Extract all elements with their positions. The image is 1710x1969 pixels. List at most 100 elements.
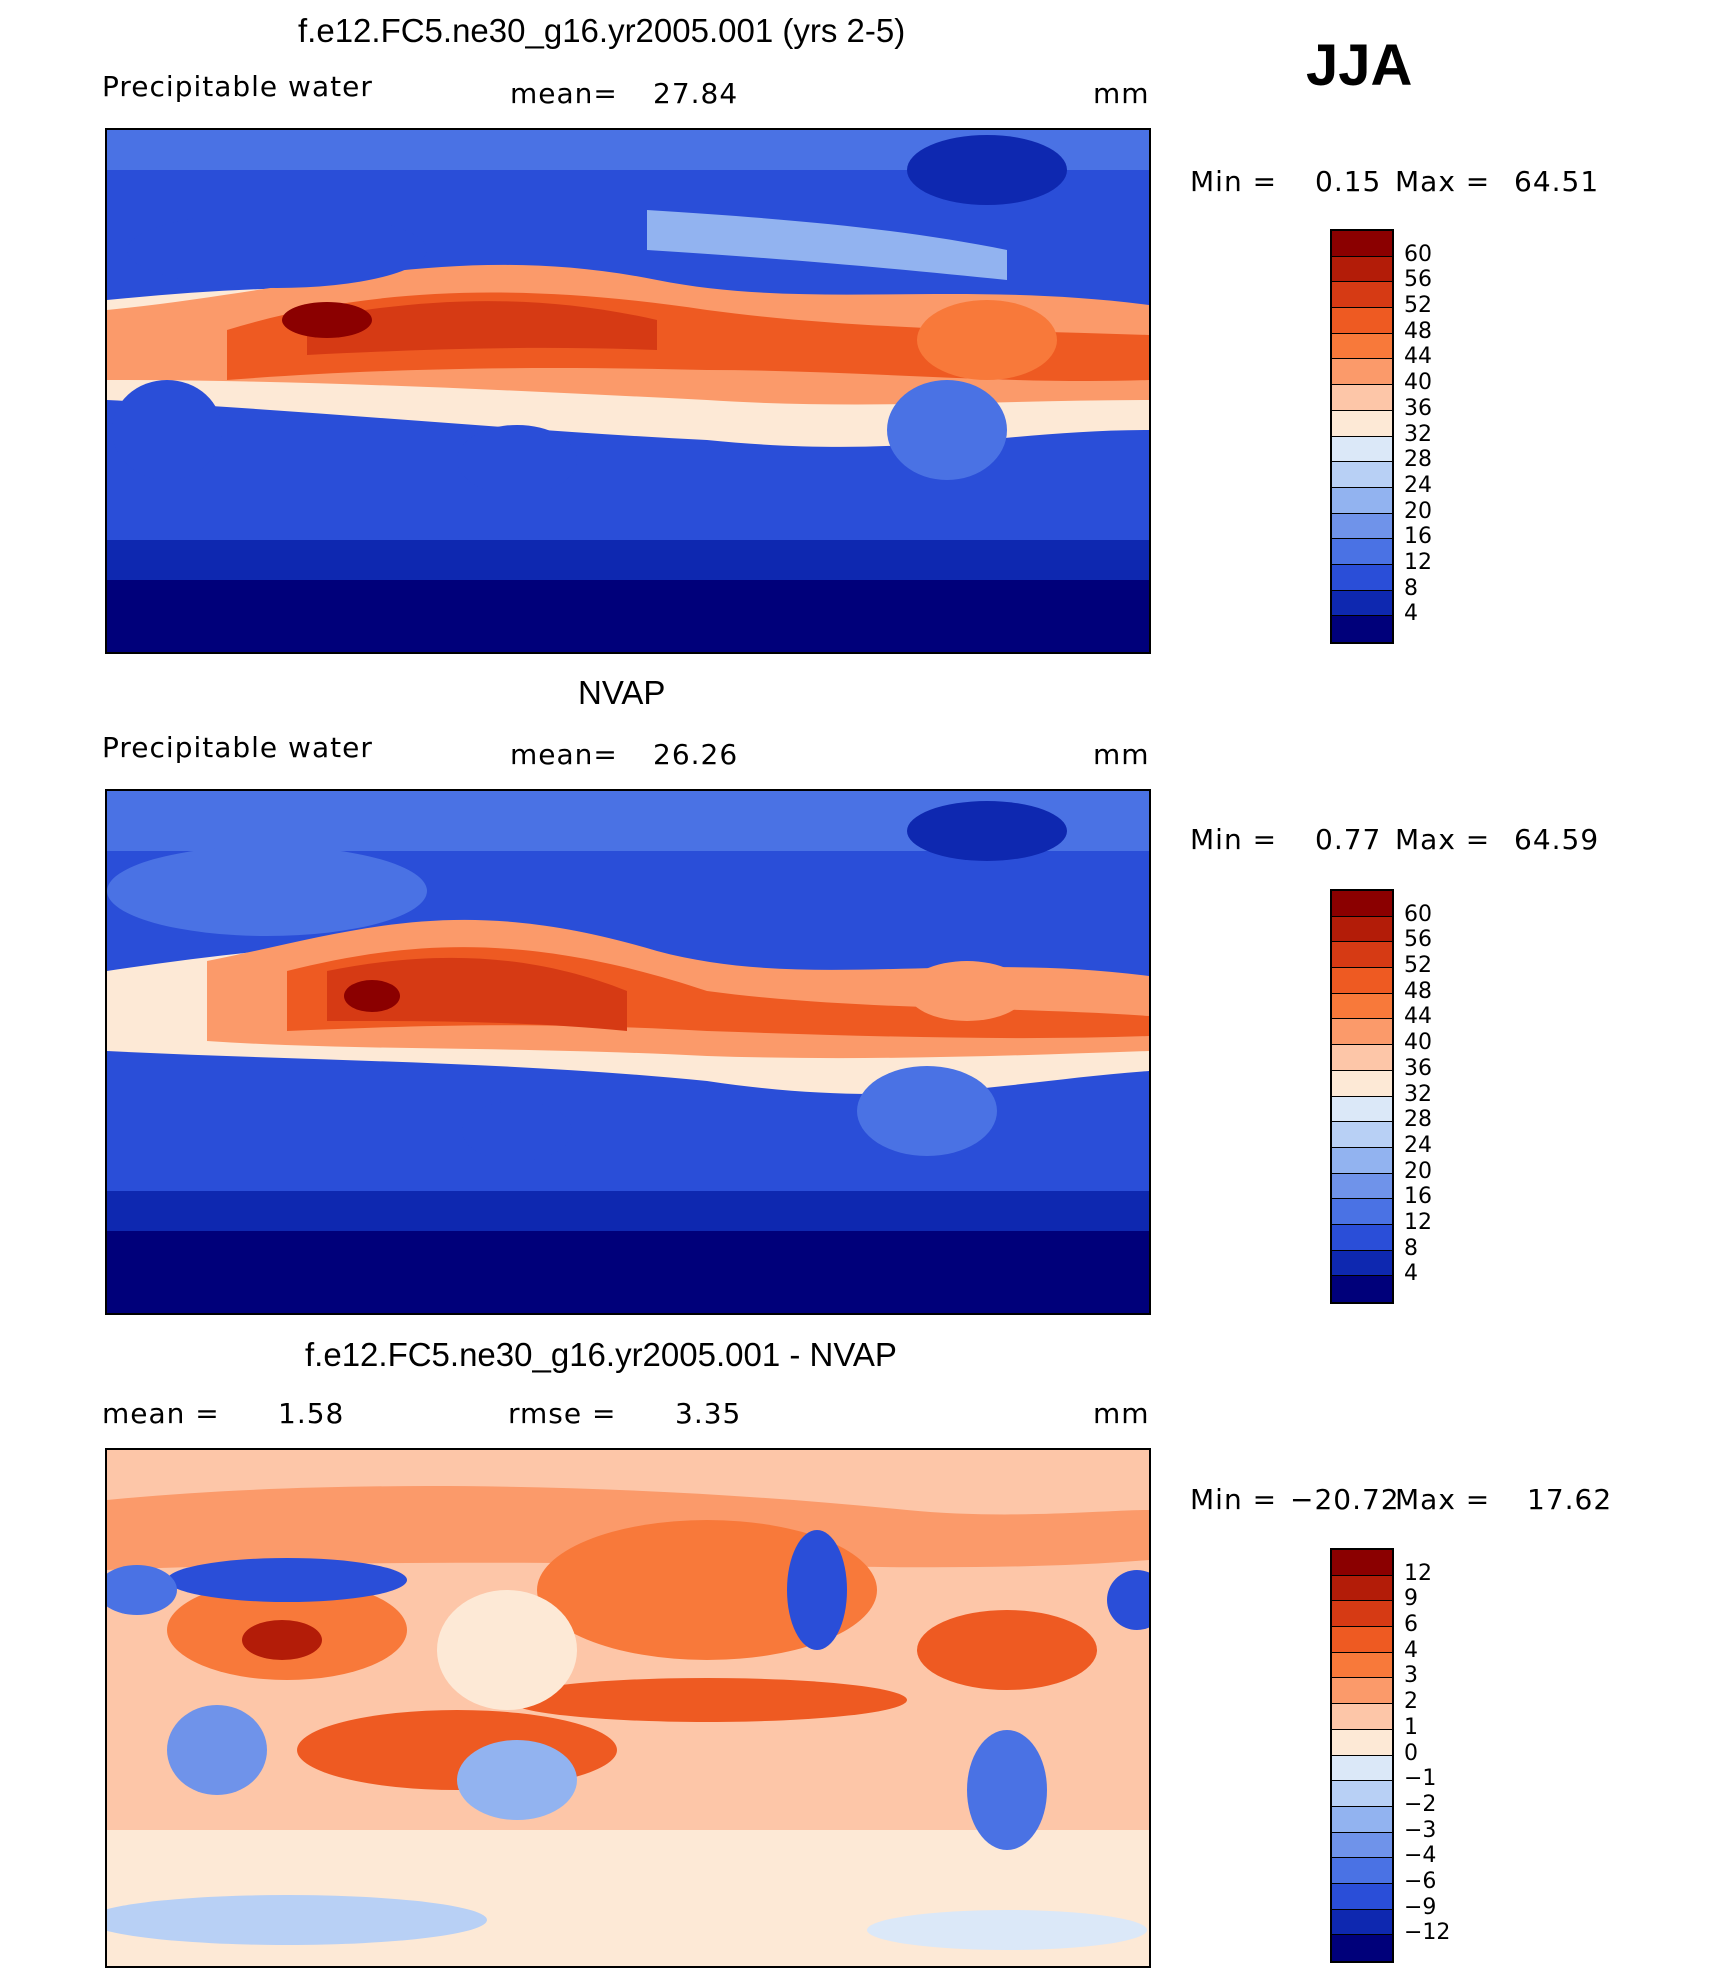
colorbar-swatch: [1332, 564, 1392, 591]
colorbar-swatch: [1332, 1729, 1392, 1756]
colorbar-tick-label: −6: [1404, 1868, 1437, 1894]
panel1-map: [105, 128, 1151, 654]
colorbar-swatch: [1332, 513, 1392, 540]
colorbar-tick-label: 24: [1404, 1132, 1432, 1158]
colorbar-tick-label: 52: [1404, 293, 1432, 319]
panel3-title: f.e12.FC5.ne30_g16.yr2005.001 - NVAP: [305, 1336, 897, 1373]
colorbar-tick-label: 8: [1404, 575, 1418, 601]
panel3-colorbar: [1330, 1548, 1394, 1963]
colorbar-tick-label: 52: [1404, 953, 1432, 979]
colorbar-tick-label: 44: [1404, 1004, 1432, 1030]
colorbar-swatch: [1332, 993, 1392, 1020]
panel2-title: NVAP: [578, 674, 666, 711]
panel2-colorbar: [1330, 889, 1394, 1304]
colorbar-swatch: [1332, 942, 1392, 969]
panel3-mean-value: 1.58: [278, 1397, 345, 1430]
panel2-mean-label: mean=: [510, 738, 618, 771]
panel1-max-value: 64.51: [1514, 165, 1600, 198]
colorbar-swatch: [1332, 282, 1392, 309]
panel3-rmse-label: rmse =: [508, 1397, 617, 1430]
colorbar-tick-label: 16: [1404, 1184, 1432, 1210]
colorbar-tick-label: 44: [1404, 344, 1432, 370]
colorbar-swatch: [1332, 1678, 1392, 1705]
colorbar-tick-label: 8: [1404, 1235, 1418, 1261]
colorbar-swatch: [1332, 359, 1392, 386]
colorbar-swatch: [1332, 1935, 1392, 1961]
panel2-variable: Precipitable water: [102, 731, 373, 764]
colorbar-tick-label: 24: [1404, 472, 1432, 498]
panel3-units: mm: [1093, 1397, 1150, 1430]
colorbar-swatch: [1332, 891, 1392, 917]
colorbar-tick-label: −12: [1404, 1920, 1451, 1946]
colorbar-swatch: [1332, 916, 1392, 943]
colorbar-tick-label: 9: [1404, 1586, 1418, 1612]
colorbar-swatch: [1332, 1070, 1392, 1097]
colorbar-swatch: [1332, 616, 1392, 642]
colorbar-swatch: [1332, 968, 1392, 994]
colorbar-swatch: [1332, 308, 1392, 334]
colorbar-swatch: [1332, 1122, 1392, 1148]
panel1-variable: Precipitable water: [102, 70, 373, 103]
colorbar-swatch: [1332, 1019, 1392, 1046]
panel3-max-label: Max =: [1395, 1483, 1491, 1516]
colorbar-tick-label: 12: [1404, 549, 1432, 575]
colorbar-tick-label: 12: [1404, 1209, 1432, 1235]
colorbar-swatch: [1332, 1627, 1392, 1653]
panel3-field: [107, 1450, 1149, 1966]
colorbar-tick-label: 28: [1404, 447, 1432, 473]
panel3-mean-label: mean =: [102, 1397, 220, 1430]
colorbar-swatch: [1332, 590, 1392, 617]
colorbar-swatch: [1332, 1147, 1392, 1174]
colorbar-swatch: [1332, 1199, 1392, 1225]
colorbar-tick-label: 60: [1404, 901, 1432, 927]
panel2-map: [105, 789, 1151, 1315]
colorbar-swatch: [1332, 1250, 1392, 1277]
panel1-min-value: 0.15: [1315, 165, 1382, 198]
colorbar-tick-label: 48: [1404, 318, 1432, 344]
panel1-max-label: Max =: [1395, 165, 1491, 198]
panel1-colorbar: [1330, 229, 1394, 644]
colorbar-tick-label: 28: [1404, 1107, 1432, 1133]
panel2-mean-value: 26.26: [653, 738, 739, 771]
panel2-max-value: 64.59: [1514, 823, 1600, 856]
panel1-min-label: Min =: [1190, 165, 1278, 198]
colorbar-swatch: [1332, 256, 1392, 283]
colorbar-tick-label: 4: [1404, 601, 1418, 627]
colorbar-tick-label: 36: [1404, 395, 1432, 421]
colorbar-tick-label: 32: [1404, 421, 1432, 447]
colorbar-tick-label: 0: [1404, 1740, 1418, 1766]
colorbar-swatch: [1332, 231, 1392, 257]
colorbar-tick-label: 12: [1404, 1560, 1432, 1586]
panel2-max-label: Max =: [1395, 823, 1491, 856]
colorbar-tick-label: 40: [1404, 370, 1432, 396]
colorbar-swatch: [1332, 1806, 1392, 1833]
colorbar-swatch: [1332, 1909, 1392, 1936]
panel2-units: mm: [1093, 738, 1150, 771]
colorbar-swatch: [1332, 436, 1392, 463]
panel2-min-value: 0.77: [1315, 823, 1382, 856]
colorbar-tick-label: 1: [1404, 1714, 1418, 1740]
colorbar-tick-label: 2: [1404, 1689, 1418, 1715]
colorbar-swatch: [1332, 1601, 1392, 1628]
colorbar-tick-label: 48: [1404, 978, 1432, 1004]
panel3-max-value: 17.62: [1527, 1483, 1613, 1516]
colorbar-swatch: [1332, 1883, 1392, 1910]
colorbar-swatch: [1332, 1096, 1392, 1123]
colorbar-tick-label: 6: [1404, 1612, 1418, 1638]
colorbar-tick-label: 3: [1404, 1663, 1418, 1689]
colorbar-swatch: [1332, 1173, 1392, 1200]
colorbar-swatch: [1332, 1652, 1392, 1679]
colorbar-swatch: [1332, 1858, 1392, 1884]
colorbar-swatch: [1332, 333, 1392, 360]
colorbar-tick-label: 56: [1404, 927, 1432, 953]
colorbar-tick-label: 40: [1404, 1030, 1432, 1056]
panel1-title: f.e12.FC5.ne30_g16.yr2005.001 (yrs 2-5): [298, 12, 906, 49]
colorbar-tick-label: −2: [1404, 1791, 1437, 1817]
colorbar-swatch: [1332, 1781, 1392, 1807]
colorbar-swatch: [1332, 462, 1392, 488]
colorbar-tick-label: 56: [1404, 267, 1432, 293]
colorbar-tick-label: 4: [1404, 1637, 1418, 1663]
panel3-min-label: Min =: [1190, 1483, 1278, 1516]
panel2-min-label: Min =: [1190, 823, 1278, 856]
colorbar-swatch: [1332, 539, 1392, 565]
